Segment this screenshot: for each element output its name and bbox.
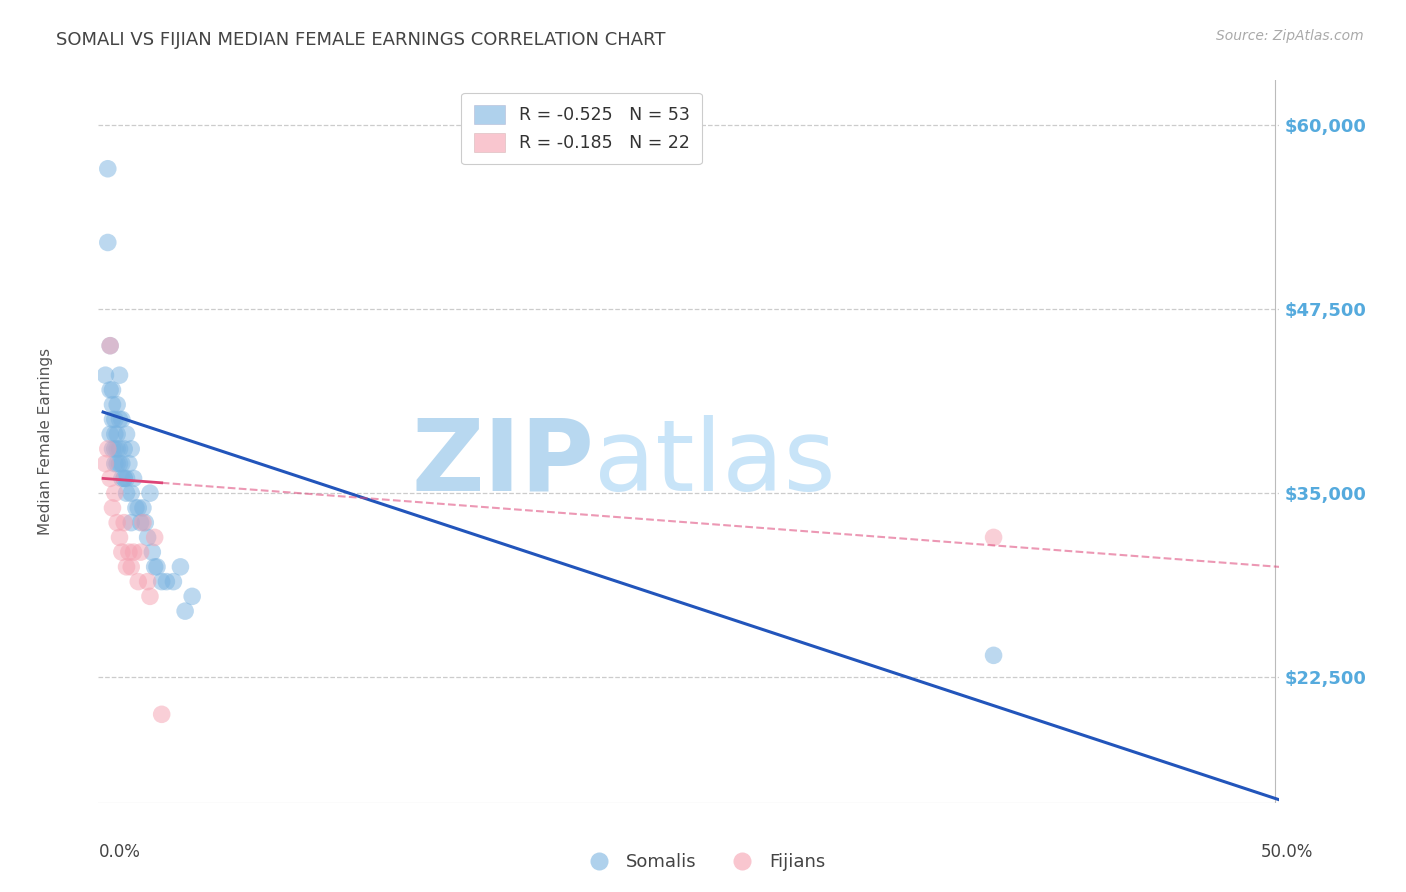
Point [150, 707, 173, 722]
Point [101, 442, 124, 456]
Point [111, 412, 134, 426]
Point [94, 457, 117, 471]
Point [139, 486, 162, 500]
Point [118, 457, 141, 471]
Point [104, 427, 127, 442]
Point [127, 500, 149, 515]
Point [104, 457, 127, 471]
Point [108, 368, 131, 383]
Point [98, 383, 121, 397]
Point [101, 412, 124, 426]
Point [120, 486, 142, 500]
Point [115, 486, 138, 500]
Point [98, 339, 121, 353]
Point [105, 398, 128, 412]
Point [118, 545, 141, 559]
Point [112, 516, 135, 530]
Point [120, 560, 142, 574]
Point [129, 516, 152, 530]
Point [104, 442, 127, 456]
Point [139, 590, 162, 604]
Point [108, 530, 131, 544]
Legend: R = -0.525   N = 53, R = -0.185   N = 22: R = -0.525 N = 53, R = -0.185 N = 22 [461, 93, 702, 164]
Point [132, 500, 155, 515]
Text: Median Female Earnings: Median Female Earnings [38, 348, 53, 535]
Point [108, 457, 131, 471]
Point [125, 500, 148, 515]
Point [111, 545, 134, 559]
Legend: Somalis, Fijians: Somalis, Fijians [574, 847, 832, 879]
Point [155, 574, 177, 589]
Point [98, 471, 121, 485]
Point [104, 486, 127, 500]
Point [98, 427, 121, 442]
Point [120, 442, 142, 456]
Text: 0.0%: 0.0% [98, 843, 141, 861]
Point [181, 590, 204, 604]
Point [174, 604, 197, 618]
Point [136, 574, 159, 589]
Point [150, 574, 173, 589]
Point [104, 412, 127, 426]
Point [129, 545, 152, 559]
Point [127, 574, 149, 589]
Point [108, 442, 131, 456]
Point [146, 560, 169, 574]
Text: 50.0%: 50.0% [1260, 843, 1313, 861]
Point [97, 161, 120, 176]
Text: atlas: atlas [595, 415, 837, 512]
Point [143, 530, 166, 544]
Point [122, 545, 145, 559]
Point [169, 560, 191, 574]
Point [101, 500, 124, 515]
Point [97, 442, 120, 456]
Point [115, 471, 138, 485]
Point [98, 339, 121, 353]
Point [134, 516, 156, 530]
Point [111, 471, 134, 485]
Point [983, 648, 1005, 663]
Point [108, 412, 131, 426]
Point [112, 471, 135, 485]
Point [101, 398, 124, 412]
Point [115, 560, 138, 574]
Point [94, 368, 117, 383]
Point [105, 516, 128, 530]
Point [115, 427, 138, 442]
Point [136, 530, 159, 544]
Point [97, 235, 120, 250]
Point [122, 471, 145, 485]
Point [983, 530, 1005, 544]
Point [141, 545, 163, 559]
Point [105, 442, 128, 456]
Point [132, 516, 155, 530]
Text: Source: ZipAtlas.com: Source: ZipAtlas.com [1216, 29, 1364, 43]
Point [111, 457, 134, 471]
Text: ZIP: ZIP [412, 415, 595, 512]
Point [112, 471, 135, 485]
Text: SOMALI VS FIJIAN MEDIAN FEMALE EARNINGS CORRELATION CHART: SOMALI VS FIJIAN MEDIAN FEMALE EARNINGS … [56, 31, 665, 49]
Point [101, 383, 124, 397]
Point [105, 427, 128, 442]
Point [105, 457, 128, 471]
Point [143, 560, 166, 574]
Point [112, 442, 135, 456]
Point [162, 574, 184, 589]
Point [120, 516, 142, 530]
